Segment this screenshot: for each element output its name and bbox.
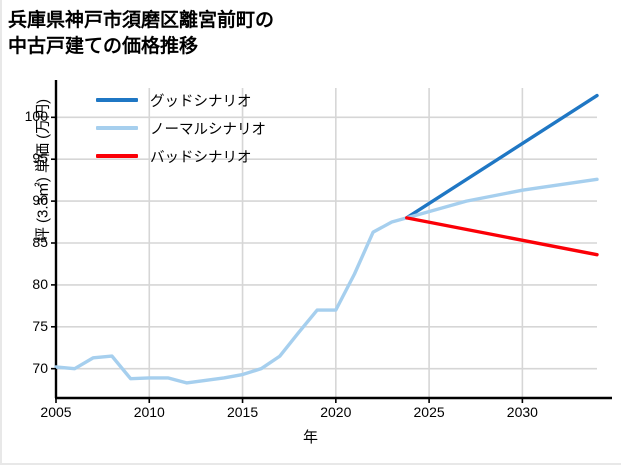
legend-line-icon bbox=[96, 154, 138, 158]
legend-line-icon bbox=[96, 126, 138, 130]
series-line bbox=[405, 93, 599, 220]
legend-item-label: グッドシナリオ bbox=[150, 93, 252, 110]
y-tick-label: 95 bbox=[32, 150, 48, 167]
legend-item[interactable]: グッドシナリオ bbox=[96, 89, 266, 111]
x-tick-label: 2010 bbox=[133, 404, 165, 420]
y-tick-label: 75 bbox=[32, 317, 48, 334]
legend-item-label: バッドシナリオ bbox=[150, 149, 252, 166]
series-line bbox=[405, 216, 599, 257]
figure-bottom-border bbox=[0, 463, 621, 465]
legend-item-label: ノーマルシナリオ bbox=[150, 121, 266, 138]
legend-item[interactable]: バッドシナリオ bbox=[96, 145, 266, 167]
x-tick-label: 2015 bbox=[226, 404, 259, 420]
y-tick-label: 90 bbox=[32, 192, 48, 209]
legend-line-icon bbox=[96, 98, 138, 102]
x-tick-label: 2030 bbox=[506, 404, 538, 420]
x-tick-label: 2020 bbox=[320, 404, 352, 420]
x-tick-label: 2005 bbox=[40, 404, 72, 420]
x-axis-label: 年 bbox=[302, 429, 318, 446]
series-line bbox=[54, 177, 599, 385]
y-tick-label: 70 bbox=[32, 359, 48, 376]
y-tick-label: 80 bbox=[32, 275, 48, 292]
figure-left-border bbox=[0, 0, 2, 465]
chart-legend: グッドシナリオ ノーマルシナリオ バッドシナリオ bbox=[96, 89, 266, 167]
chart-title: 兵庫県神戸市須磨区離宮前町の 中古戸建ての価格推移 bbox=[8, 10, 275, 57]
x-tick-label: 2025 bbox=[413, 404, 445, 420]
y-tick-label: 100 bbox=[24, 108, 48, 125]
legend-item[interactable]: ノーマルシナリオ bbox=[96, 117, 266, 139]
y-tick-label: 85 bbox=[32, 234, 48, 250]
